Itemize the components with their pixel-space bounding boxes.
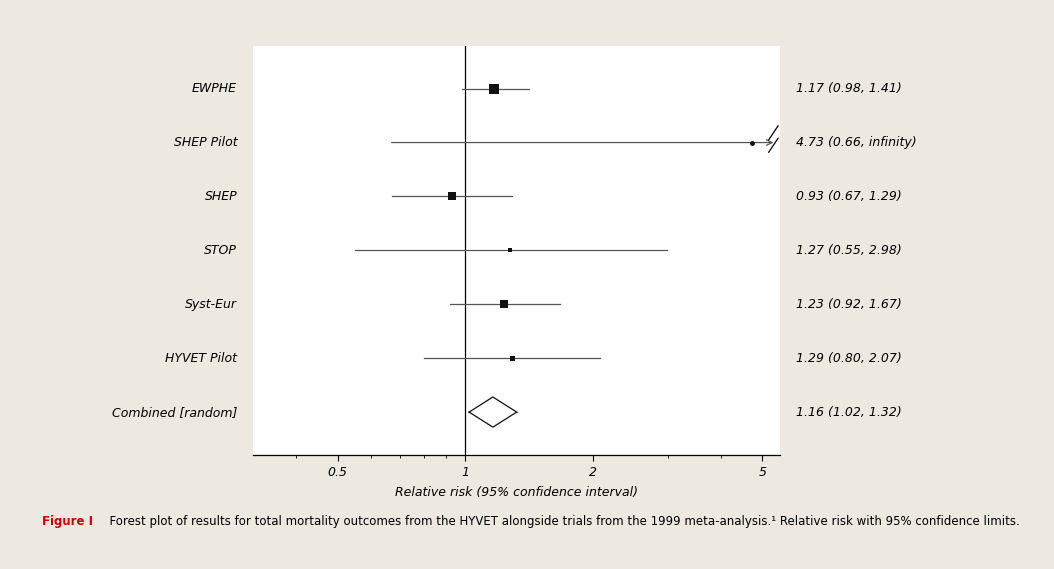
Text: EWPHE: EWPHE <box>192 82 237 95</box>
Text: 1.17 (0.98, 1.41): 1.17 (0.98, 1.41) <box>796 82 901 95</box>
Text: Forest plot of results for total mortality outcomes from the HYVET alongside tri: Forest plot of results for total mortali… <box>102 515 1020 528</box>
Text: Syst-Eur: Syst-Eur <box>186 298 237 311</box>
Text: STOP: STOP <box>204 244 237 257</box>
Text: HYVET Pilot: HYVET Pilot <box>165 352 237 365</box>
Text: SHEP: SHEP <box>204 190 237 203</box>
Text: 1.29 (0.80, 2.07): 1.29 (0.80, 2.07) <box>796 352 901 365</box>
Text: 4.73 (0.66, infinity): 4.73 (0.66, infinity) <box>796 136 916 149</box>
Text: Combined [random]: Combined [random] <box>112 406 237 419</box>
Text: 1.23 (0.92, 1.67): 1.23 (0.92, 1.67) <box>796 298 901 311</box>
X-axis label: Relative risk (95% confidence interval): Relative risk (95% confidence interval) <box>395 485 638 498</box>
Text: 1.16 (1.02, 1.32): 1.16 (1.02, 1.32) <box>796 406 901 419</box>
Text: 0.93 (0.67, 1.29): 0.93 (0.67, 1.29) <box>796 190 901 203</box>
Text: Figure I: Figure I <box>42 515 93 528</box>
Text: 1.27 (0.55, 2.98): 1.27 (0.55, 2.98) <box>796 244 901 257</box>
Text: SHEP Pilot: SHEP Pilot <box>174 136 237 149</box>
Polygon shape <box>469 397 516 427</box>
